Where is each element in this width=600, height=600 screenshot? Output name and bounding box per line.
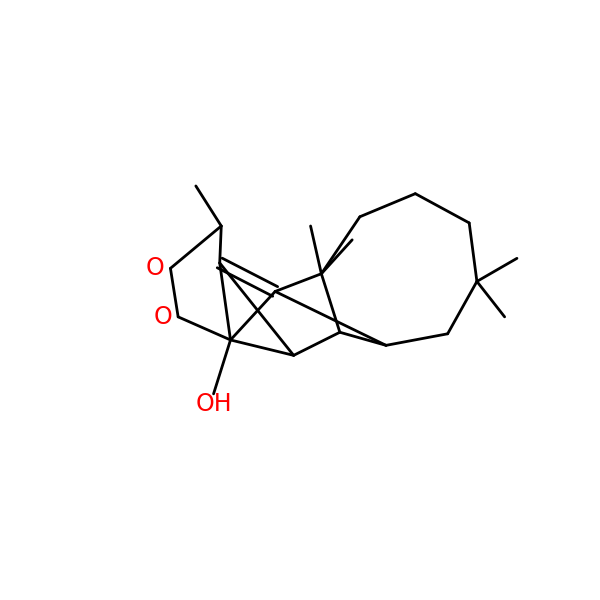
Text: O: O — [154, 305, 172, 329]
Text: OH: OH — [195, 392, 232, 416]
Text: O: O — [146, 256, 164, 280]
